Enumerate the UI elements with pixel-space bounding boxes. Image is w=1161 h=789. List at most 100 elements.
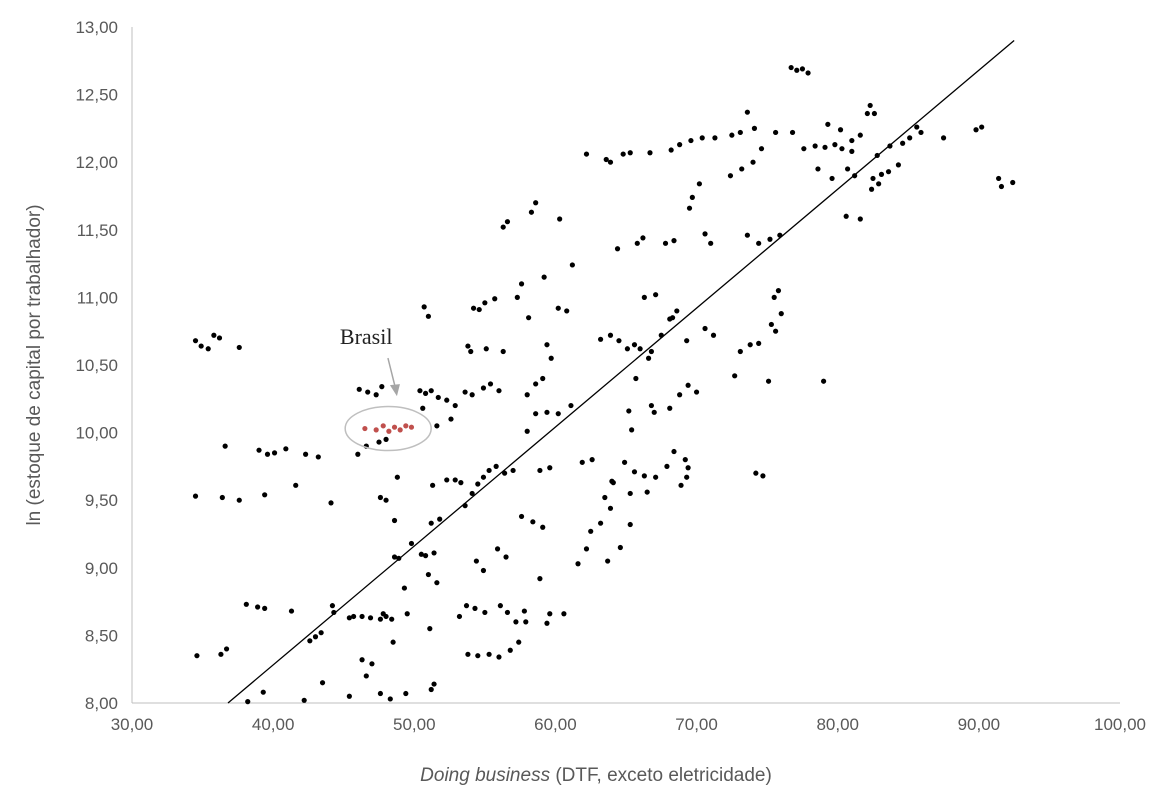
data-point [346,615,352,621]
data-point [653,474,659,480]
data-point [647,150,653,156]
data-point [773,328,779,334]
data-point [629,427,635,433]
data-point [973,127,979,133]
data-point [849,137,855,144]
data-point [465,343,471,349]
data-point [541,274,547,280]
brasil-arrowhead [389,384,400,397]
data-point [422,390,429,396]
data-point [684,338,690,344]
y-tick-label: 8,50 [85,626,118,645]
data-point [503,554,509,560]
data-point [627,521,633,528]
brasil-point [391,424,398,430]
data-point [428,520,434,526]
data-point [507,647,513,653]
data-point [597,520,604,526]
data-point [288,608,295,614]
data-point [540,524,546,530]
data-point [510,467,516,474]
data-point [631,342,638,348]
data-point [868,186,875,192]
data-point [475,481,481,487]
data-point [544,409,550,415]
data-point [262,492,268,498]
data-point [425,313,431,319]
data-point [760,473,766,479]
data-point [256,447,262,453]
data-point [756,240,762,246]
data-point [390,639,396,645]
data-point [767,236,773,242]
brasil-point [397,427,403,433]
data-point [236,344,242,351]
data-point [404,611,410,617]
data-point [391,517,398,524]
data-point [383,497,389,503]
data-point [568,402,574,409]
data-point [408,540,415,547]
data-point [211,332,217,338]
data-point [502,470,508,476]
data-point [494,546,501,552]
data-point [350,613,357,620]
data-point [293,482,299,488]
data-point [768,321,774,328]
data-point [849,148,855,154]
data-point [496,388,502,394]
data-point [465,651,471,657]
data-point [689,194,695,200]
data-point [524,392,530,398]
data-point [262,605,268,611]
data-point [346,693,352,699]
data-point [431,681,437,687]
data-point [518,281,525,287]
data-point [789,129,796,136]
data-point [693,389,700,395]
y-tick-label: 9,00 [85,559,118,578]
data-point [645,355,652,361]
data-points [192,64,1016,705]
data-point [476,306,482,313]
x-tick-label: 70,00 [675,715,718,734]
data-point [434,423,440,429]
data-point [641,473,647,479]
data-point [871,110,878,117]
data-point [283,446,289,452]
x-tick-label: 60,00 [534,715,577,734]
data-point [376,439,382,445]
data-point [653,292,659,298]
data-point [775,288,782,294]
data-point [607,159,614,165]
data-point [482,300,488,306]
data-point [243,601,249,607]
data-point [702,231,708,237]
y-tick-label: 10,50 [75,356,118,375]
data-point [359,613,365,620]
data-point [469,392,475,398]
y-tick-label: 12,50 [75,86,118,105]
data-point [737,348,743,355]
data-point [516,639,522,645]
data-point [518,513,525,520]
y-tick-label: 13,00 [75,18,118,37]
data-point [620,151,626,157]
data-point [524,428,530,434]
data-point [614,246,621,252]
data-point [547,611,553,617]
data-point [616,338,622,344]
data-point [557,216,563,222]
y-axis-title: ln (estoque de capital por trabalhador) [24,204,45,525]
data-point [579,459,585,465]
data-point [389,616,395,622]
data-point [359,657,365,663]
y-tick-label: 8,00 [85,694,118,713]
data-point [513,619,519,625]
data-point [482,609,488,616]
data-point [727,173,734,179]
data-point [677,392,683,398]
data-point [192,493,199,499]
data-point [561,611,567,617]
data-point [452,402,458,409]
